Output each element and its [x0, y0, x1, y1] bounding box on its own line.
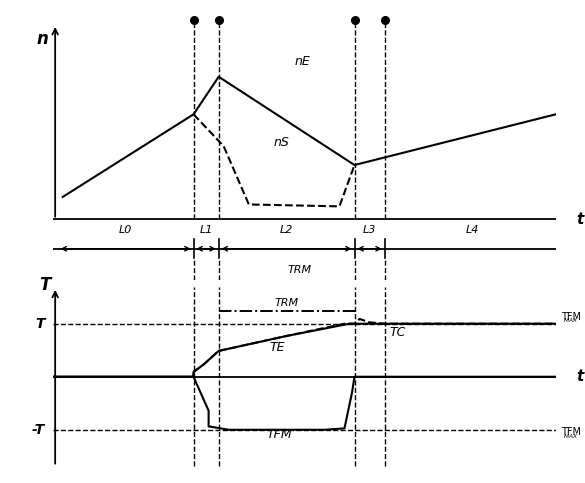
Text: T: T [39, 276, 51, 294]
Text: n: n [37, 30, 49, 48]
Text: L2: L2 [280, 225, 293, 235]
Text: t: t [576, 212, 583, 227]
Text: TE: TE [269, 341, 284, 354]
Text: L1: L1 [199, 225, 213, 235]
Text: TRM: TRM [287, 265, 311, 275]
Text: L3: L3 [363, 225, 376, 235]
Text: $_{MAX}$: $_{MAX}$ [563, 316, 579, 326]
Text: -T: -T [32, 423, 45, 437]
Text: TRM: TRM [274, 298, 299, 308]
Text: TFM: TFM [561, 312, 581, 322]
Text: nE: nE [294, 56, 310, 69]
Text: L4: L4 [466, 225, 480, 235]
Text: T: T [36, 317, 45, 331]
Text: nS: nS [274, 136, 290, 149]
Text: L0: L0 [119, 225, 132, 235]
Text: t: t [576, 369, 583, 384]
Text: $_{MAX}$: $_{MAX}$ [563, 432, 579, 441]
Text: TFM: TFM [561, 427, 581, 438]
Text: TFM: TFM [266, 428, 292, 441]
Text: TC: TC [390, 326, 406, 339]
